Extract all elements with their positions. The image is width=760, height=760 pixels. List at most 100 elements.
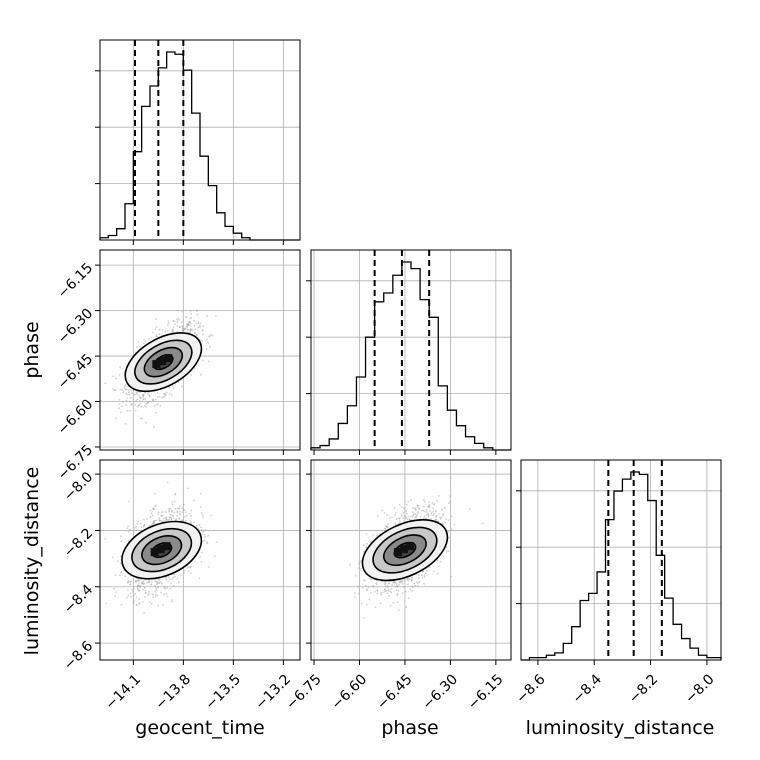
scatter-point [122,390,125,393]
scatter-point [176,330,179,333]
scatter-point [127,500,130,503]
scatter-point [384,588,386,590]
scatter-point [174,493,177,496]
scatter-point [136,405,139,408]
scatter-point [117,560,119,563]
scatter-point [131,389,133,392]
scatter-point [183,572,186,575]
scatter-point [395,584,398,586]
scatter-point [114,389,116,392]
scatter-point [172,320,175,322]
scatter-point [380,581,383,584]
scatter-point [144,591,147,594]
scatter-point [413,507,416,510]
scatter-point [396,585,399,588]
scatter-point [129,592,132,595]
scatter-point [152,508,155,511]
scatter-point [167,507,170,510]
scatter-point [353,592,356,595]
scatter-point [191,329,194,332]
scatter-point [174,575,177,578]
scatter-point [399,581,402,583]
scatter-point [125,404,127,407]
scatter-point [439,518,442,520]
scatter-point [148,394,151,396]
scatter-point [170,509,173,512]
scatter-point [430,511,433,514]
scatter-point [161,329,164,331]
scatter-point [137,589,140,592]
scatter-point [179,574,182,577]
scatter-point [187,323,190,325]
scatter-point [134,580,137,582]
scatter-point [129,580,132,583]
scatter-point [202,516,205,519]
scatter-point [201,340,204,343]
scatter-point [156,582,159,585]
scatter-point [449,495,451,497]
scatter-point [395,589,398,592]
scatter-point [189,331,192,333]
scatter-point [445,518,447,520]
scatter-point [188,324,191,327]
scatter-point [119,411,122,414]
scatter-point [207,534,210,537]
scatter-point [367,586,370,589]
scatter-point [403,515,406,518]
scatter-point [124,422,127,425]
scatter-point [138,404,141,407]
scatter-point [432,514,434,517]
scatter-point [418,577,420,579]
scatter-point [361,586,364,589]
scatter-point [398,522,400,524]
x-axis-label-phase: phase [381,717,438,739]
scatter-point [207,342,210,344]
scatter-point [157,513,160,516]
scatter-point [155,579,157,581]
scatter-point [418,506,421,509]
scatter-point [127,581,130,583]
scatter-point [193,499,196,502]
scatter-point [136,398,139,401]
scatter-point [130,580,133,583]
scatter-point [190,521,193,524]
scatter-point [400,506,403,508]
scatter-point [404,590,407,593]
scatter-point [189,321,191,323]
scatter-point [406,512,408,515]
scatter-point [434,516,437,519]
scatter-point [406,577,409,580]
scatter-point [128,393,131,396]
scatter-point [130,392,133,395]
scatter-point [154,504,157,507]
scatter-point [142,395,145,398]
scatter-point [182,519,185,522]
joint-frame [310,459,512,661]
scatter-point [387,586,389,589]
scatter-point [135,581,137,583]
scatter-point [402,586,405,588]
scatter-point [131,590,134,593]
scatter-point [427,513,430,515]
scatter-point [123,385,126,387]
scatter-point [119,366,122,368]
scatter-point [126,582,129,584]
scatter-point [374,590,376,593]
scatter-point [402,511,405,514]
scatter-point [416,504,419,507]
scatter-point [135,596,138,599]
scatter-point [134,592,137,595]
scatter-point [145,421,148,424]
scatter-point [164,585,166,588]
scatter-point [105,602,108,605]
scatter-point [171,599,174,601]
scatter-point [428,501,430,504]
scatter-point [442,514,445,516]
scatter-point [176,320,179,323]
scatter-point [136,392,138,395]
scatter-point [112,388,115,390]
density-core-bin [393,548,402,557]
scatter-point [401,582,404,585]
scatter-point [189,566,192,569]
